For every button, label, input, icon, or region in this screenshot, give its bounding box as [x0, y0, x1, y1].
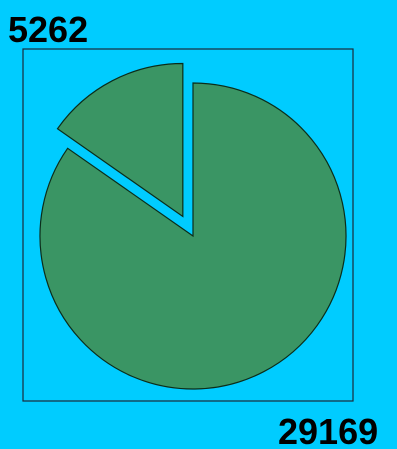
plot-frame [22, 48, 354, 402]
slice-label-small: 5262 [8, 9, 88, 50]
pie-slice-0 [56, 62, 184, 218]
pie-slices [39, 62, 347, 390]
slice-label-large: 29169 [278, 411, 378, 449]
pie-slice-1 [39, 82, 347, 390]
